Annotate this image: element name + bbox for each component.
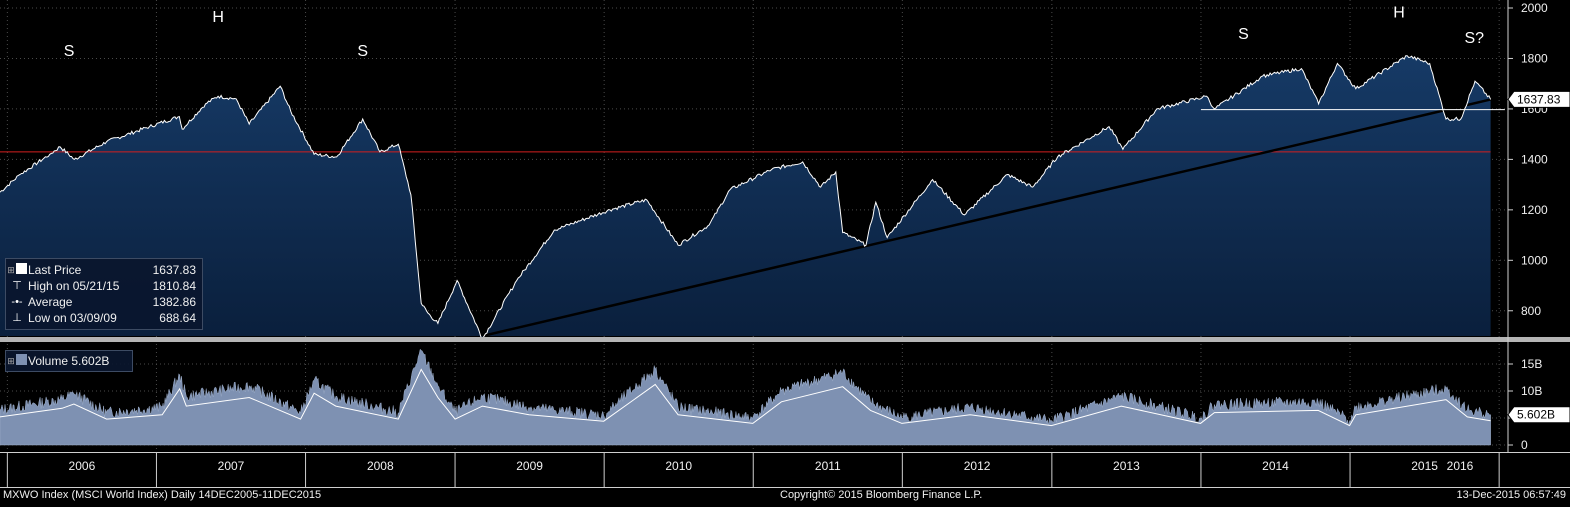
volume-tick-label: 10B xyxy=(1521,384,1542,398)
volume-tick-label: 15B xyxy=(1521,357,1542,371)
square-icon: ⊞ xyxy=(6,262,28,278)
pattern-annotation: S xyxy=(357,43,368,60)
year-label: 2008 xyxy=(367,459,394,473)
pattern-annotation: H xyxy=(212,9,224,26)
price-tick-label: 1400 xyxy=(1521,152,1548,166)
year-label: 2006 xyxy=(69,459,96,473)
price-line xyxy=(0,55,1492,337)
year-label: 2016 xyxy=(1447,459,1474,473)
price-tick-label: 2000 xyxy=(1521,1,1548,15)
legend-row-last-price: ⊞ Last Price 1637.83 xyxy=(6,262,196,278)
year-label: 2013 xyxy=(1113,459,1140,473)
volume-tag-box xyxy=(1507,406,1570,424)
last-price-tag: 1637.83 xyxy=(1507,90,1570,108)
price-area xyxy=(0,55,1491,337)
footer-index-info: MXWO Index (MSCI World Index) Daily 14DE… xyxy=(3,489,322,501)
volume-area xyxy=(0,348,1491,446)
last-price-tag-box xyxy=(1507,90,1570,108)
overlay: S H S S H S? xyxy=(64,4,1484,60)
pattern-annotation: S xyxy=(64,43,75,60)
volume-average-line xyxy=(0,368,1491,427)
last-price-tag-text: 1637.83 xyxy=(1517,92,1561,106)
pattern-annotation: H xyxy=(1393,4,1405,21)
volume-panel xyxy=(0,348,1491,446)
price-legend: ⊞ Last Price 1637.83 ⊤ High on 05/21/15 … xyxy=(5,258,203,330)
volume-swatch-icon: ⊞ xyxy=(6,353,28,369)
price-tick-label: 1800 xyxy=(1521,51,1548,65)
footer-timestamp: 13-Dec-2015 06:57:49 xyxy=(1456,489,1566,501)
legend-row-high: ⊤ High on 05/21/15 1810.84 xyxy=(6,278,202,294)
volume-tag: 5.602B xyxy=(1507,406,1570,424)
low-marker-icon: ⊥ xyxy=(12,312,22,324)
panel-separator xyxy=(0,337,1570,342)
axes: 80010001200140016001800200005B10B15B1637… xyxy=(0,0,1570,488)
year-label: 2009 xyxy=(516,459,543,473)
volume-tag-text: 5.602B xyxy=(1517,408,1555,422)
legend-row-volume: ⊞ Volume 5.602B xyxy=(6,353,110,369)
pattern-annotation: S xyxy=(1238,26,1249,43)
volume-tick-label: 0 xyxy=(1521,438,1528,452)
year-label: 2007 xyxy=(218,459,245,473)
price-tick-label: 800 xyxy=(1521,304,1541,318)
pattern-annotation: S? xyxy=(1464,30,1484,47)
price-tick-label: 1000 xyxy=(1521,253,1548,267)
year-label: 2015 xyxy=(1411,459,1438,473)
year-label: 2010 xyxy=(665,459,692,473)
year-label: 2011 xyxy=(815,459,841,473)
legend-row-low: ⊥ Low on 03/09/09 688.64 xyxy=(6,310,202,326)
price-panel xyxy=(0,55,1505,337)
footer-copyright: Copyright© 2015 Bloomberg Finance L.P. xyxy=(780,489,983,501)
year-label: 2014 xyxy=(1262,459,1289,473)
volume-legend: ⊞ Volume 5.602B xyxy=(5,350,133,372)
year-label: 2012 xyxy=(964,459,991,473)
high-marker-icon: ⊤ xyxy=(12,280,22,292)
support-trendline xyxy=(482,96,1500,337)
price-tick-label: 1200 xyxy=(1521,203,1548,217)
legend-row-average: -•- Average 1382.86 xyxy=(6,294,202,310)
average-marker-icon: -•- xyxy=(11,296,23,308)
